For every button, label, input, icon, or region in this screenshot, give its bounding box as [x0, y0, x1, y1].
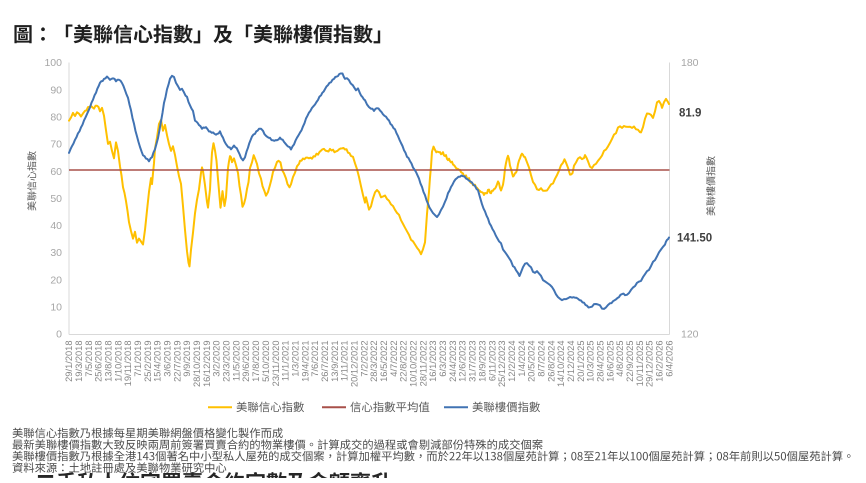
svg-text:15/4/2019: 15/4/2019 [153, 341, 163, 382]
svg-text:17/8/2020: 17/8/2020 [251, 341, 261, 382]
svg-text:29/12/2025: 29/12/2025 [645, 341, 655, 388]
svg-text:19/4/2021: 19/4/2021 [300, 341, 310, 382]
svg-text:1/4/2024: 1/4/2024 [517, 341, 527, 377]
svg-text:29/6/2020: 29/6/2020 [241, 341, 251, 382]
svg-text:29/1/2018: 29/1/2018 [64, 341, 74, 382]
svg-text:20: 20 [50, 274, 62, 286]
svg-text:23/11/2020: 23/11/2020 [271, 341, 281, 387]
svg-text:180: 180 [681, 57, 699, 69]
svg-text:100: 100 [44, 57, 62, 69]
svg-text:28/10/2019: 28/10/2019 [192, 341, 202, 388]
svg-text:25/2/2019: 25/2/2019 [143, 341, 153, 382]
svg-text:16/1/2023: 16/1/2023 [428, 341, 438, 382]
svg-text:9/9/2019: 9/9/2019 [182, 341, 192, 377]
svg-text:1/3/2021: 1/3/2021 [290, 341, 300, 377]
svg-text:7/1/2019: 7/1/2019 [133, 341, 143, 377]
svg-text:20/5/2024: 20/5/2024 [527, 341, 537, 382]
svg-text:26/7/2021: 26/7/2021 [320, 341, 330, 382]
svg-text:18/9/2023: 18/9/2023 [477, 341, 487, 382]
svg-text:19/11/2018: 19/11/2018 [123, 341, 133, 387]
svg-text:16/12/2019: 16/12/2019 [202, 341, 212, 388]
svg-text:7/2/2022: 7/2/2022 [359, 341, 369, 377]
svg-text:6/11/2023: 6/11/2023 [487, 341, 497, 382]
svg-text:20/12/2021: 20/12/2021 [349, 341, 359, 388]
svg-text:7/6/2021: 7/6/2021 [310, 341, 320, 377]
svg-text:30: 30 [50, 247, 62, 259]
svg-text:1/11/2021: 1/11/2021 [340, 341, 350, 382]
svg-text:10/11/2025: 10/11/2025 [635, 341, 645, 387]
svg-text:11/5/2020: 11/5/2020 [231, 341, 241, 382]
svg-text:10: 10 [50, 302, 62, 314]
svg-text:28/11/2022: 28/11/2022 [418, 341, 428, 387]
svg-text:23/3/2020: 23/3/2020 [222, 341, 232, 382]
svg-text:22/8/2022: 22/8/2022 [399, 341, 409, 382]
svg-text:14/10/2024: 14/10/2024 [556, 341, 566, 388]
svg-text:80: 80 [50, 112, 62, 124]
svg-text:120: 120 [681, 329, 699, 341]
svg-text:12/2/2024: 12/2/2024 [507, 341, 517, 382]
svg-text:70: 70 [50, 139, 62, 151]
svg-text:8/7/2024: 8/7/2024 [536, 341, 546, 377]
svg-text:141.50: 141.50 [677, 233, 712, 245]
svg-text:60: 60 [50, 166, 62, 178]
svg-text:16/5/2022: 16/5/2022 [379, 341, 389, 382]
svg-text:28/4/2025: 28/4/2025 [596, 341, 606, 382]
svg-text:11/1/2021: 11/1/2021 [281, 341, 291, 382]
svg-text:24/4/2023: 24/4/2023 [448, 341, 458, 382]
svg-text:7/5/2018: 7/5/2018 [84, 341, 94, 377]
svg-text:1/10/2018: 1/10/2018 [113, 341, 123, 382]
svg-text:4/7/2022: 4/7/2022 [389, 341, 399, 377]
svg-text:26/8/2024: 26/8/2024 [546, 341, 556, 382]
svg-text:4/8/2025: 4/8/2025 [615, 341, 625, 377]
svg-text:40: 40 [50, 220, 62, 232]
svg-text:22/9/2025: 22/9/2025 [625, 341, 635, 382]
svg-text:25/12/2023: 25/12/2023 [497, 341, 507, 388]
svg-text:19/3/2018: 19/3/2018 [74, 341, 84, 382]
svg-text:25/6/2018: 25/6/2018 [94, 341, 104, 382]
svg-text:13/9/2021: 13/9/2021 [330, 341, 340, 382]
svg-text:5/10/2020: 5/10/2020 [261, 341, 271, 382]
svg-text:16/2/2026: 16/2/2026 [655, 341, 665, 382]
svg-text:13/8/2018: 13/8/2018 [103, 341, 113, 382]
svg-text:6/3/2023: 6/3/2023 [438, 341, 448, 377]
svg-text:2/12/2024: 2/12/2024 [566, 341, 576, 382]
svg-text:0: 0 [56, 329, 62, 341]
svg-text:10/10/2022: 10/10/2022 [409, 341, 419, 388]
svg-text:6/4/2026: 6/4/2026 [664, 341, 674, 377]
svg-text:16/6/2025: 16/6/2025 [605, 341, 615, 382]
svg-text:31/7/2023: 31/7/2023 [468, 341, 478, 382]
svg-text:3/6/2019: 3/6/2019 [163, 341, 173, 377]
svg-text:81.9: 81.9 [679, 108, 701, 120]
svg-text:90: 90 [50, 84, 62, 96]
svg-text:10/3/2025: 10/3/2025 [586, 341, 596, 382]
svg-text:50: 50 [50, 193, 62, 205]
svg-text:3/2/2020: 3/2/2020 [212, 341, 222, 377]
svg-text:22/7/2019: 22/7/2019 [172, 341, 182, 382]
svg-text:12/6/2023: 12/6/2023 [458, 341, 468, 382]
svg-text:28/3/2022: 28/3/2022 [369, 341, 379, 382]
svg-text:20/1/2025: 20/1/2025 [576, 341, 586, 382]
